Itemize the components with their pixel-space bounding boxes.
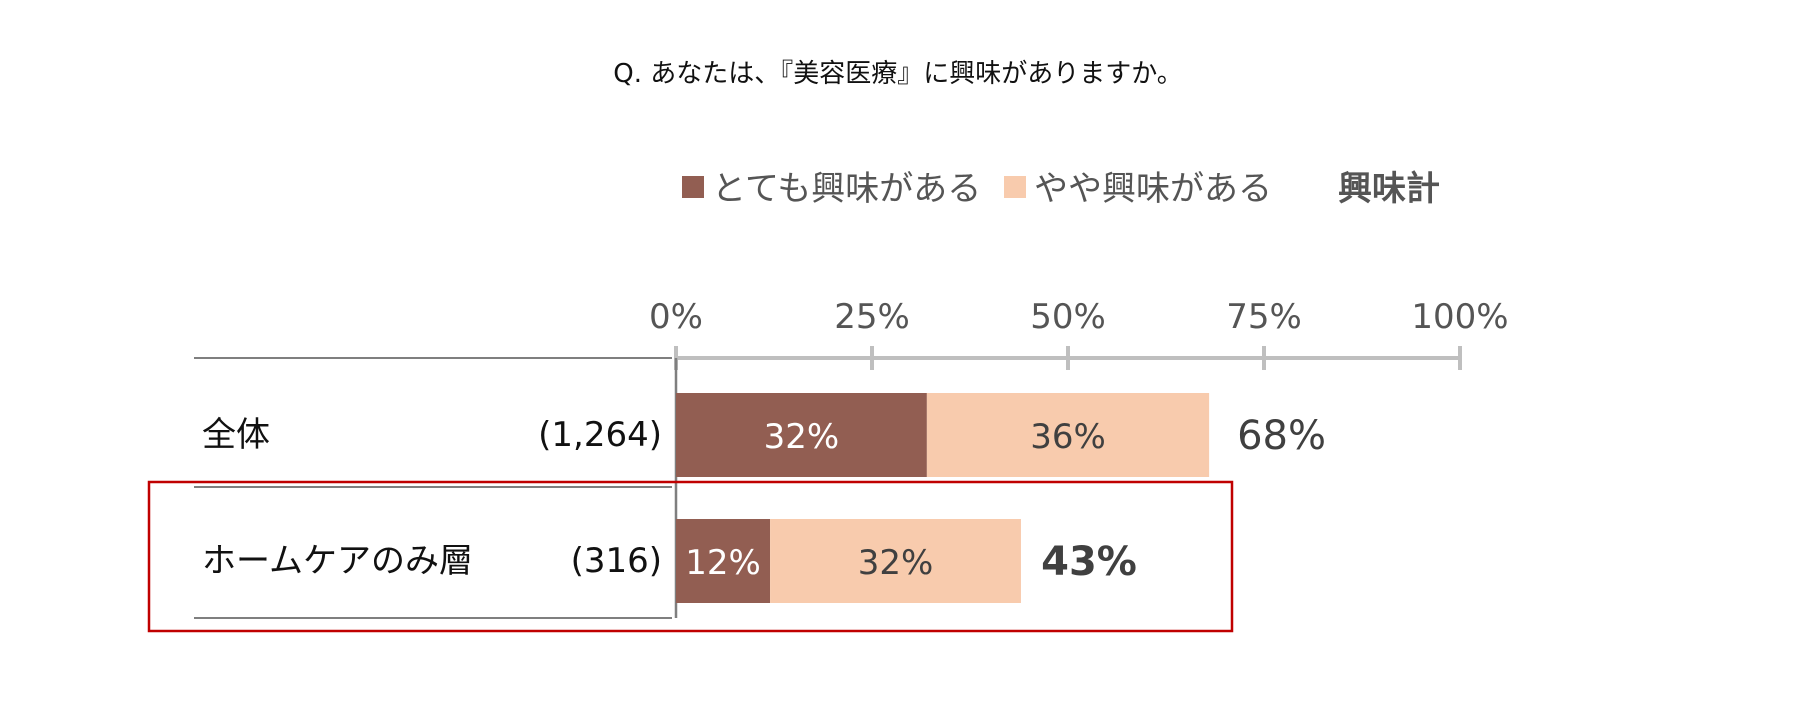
- bar-value-label: 36%: [1030, 417, 1106, 457]
- category-label: ホームケアのみ層: [202, 541, 473, 581]
- sample-size-label: (1,264): [538, 415, 662, 455]
- total-value-label: 68%: [1237, 413, 1326, 459]
- category-rows: 全体 (1,264) ホームケアのみ層 (316): [194, 357, 672, 619]
- bar-segments: 32% 36% 68% 12% 32% 43%: [676, 393, 1326, 603]
- highlight-box: [147, 480, 1234, 633]
- bar-value-label: 32%: [764, 417, 840, 457]
- bar-segment: [676, 519, 771, 603]
- legend-swatch-very-interested: [682, 176, 704, 198]
- legend-swatch-somewhat-interested: [1004, 176, 1026, 198]
- legend: とても興味がある やや興味がある 興味計: [682, 169, 1440, 209]
- total-value-label: 43%: [1041, 539, 1137, 585]
- legend-label-very-interested: とても興味がある: [712, 169, 981, 209]
- bar-value-label: 12%: [685, 543, 761, 583]
- x-tick-label: 25%: [834, 297, 910, 337]
- bar-value-label: 32%: [858, 543, 934, 583]
- x-tick-label: 0%: [649, 297, 703, 337]
- x-tick-label: 100%: [1411, 297, 1508, 337]
- chart-title: Q. あなたは、『美容医療』に興味がありますか。: [613, 59, 1182, 89]
- category-label: 全体: [202, 415, 270, 455]
- x-tick-label: 75%: [1226, 297, 1302, 337]
- x-tick-label: 50%: [1030, 297, 1106, 337]
- legend-label-total: 興味計: [1338, 169, 1440, 209]
- bar-segment: [676, 393, 927, 477]
- legend-label-somewhat-interested: やや興味がある: [1034, 169, 1272, 209]
- bar-segment: [926, 393, 1210, 477]
- sample-size-label: (316): [571, 541, 662, 581]
- bar-segment: [770, 519, 1021, 603]
